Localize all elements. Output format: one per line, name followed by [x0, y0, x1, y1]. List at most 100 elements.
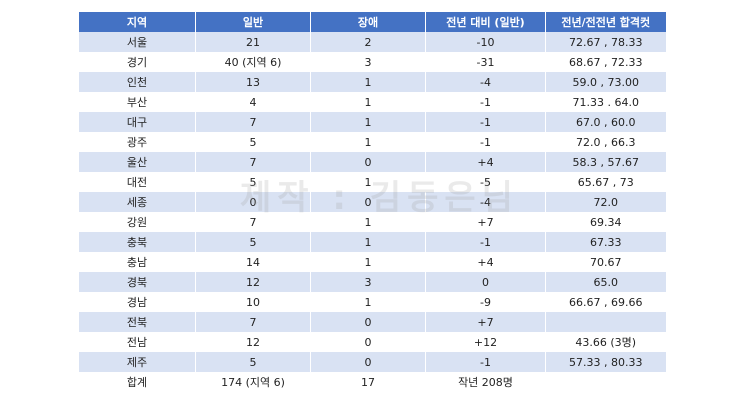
table-cell: +4: [425, 252, 546, 272]
table-cell: 59.0 , 73.00: [545, 72, 666, 92]
table-cell: 7: [195, 212, 311, 232]
table-cell: 0: [310, 152, 426, 172]
table-cell: -1: [425, 232, 546, 252]
table-cell: [545, 312, 666, 332]
table-row: 전남 12 0 +12 43.66 (3명): [78, 332, 666, 352]
table-cell: 67.0 , 60.0: [545, 112, 666, 132]
table-cell: 5: [195, 132, 311, 152]
table-cell: 0: [425, 272, 546, 292]
table-cell: 서울: [78, 32, 196, 52]
table-cell: 1: [310, 252, 426, 272]
table-cell: 71.33 . 64.0: [545, 92, 666, 112]
table-cell: 174 (지역 6): [195, 372, 311, 392]
table-cell: 13: [195, 72, 311, 92]
table-cell: 1: [310, 72, 426, 92]
table-cell: 충남: [78, 252, 196, 272]
table-row: 인천 13 1 -4 59.0 , 73.00: [78, 72, 666, 92]
table-cell: +7: [425, 312, 546, 332]
table-cell: 5: [195, 352, 311, 372]
table-row: 세종 0 0 -4 72.0: [78, 192, 666, 212]
table-cell: 7: [195, 112, 311, 132]
table-cell: 72.67 , 78.33: [545, 32, 666, 52]
table-cell: 72.0: [545, 192, 666, 212]
table-cell: 광주: [78, 132, 196, 152]
table-row: 경북 12 3 0 65.0: [78, 272, 666, 292]
table-cell: 1: [310, 92, 426, 112]
table-cell: +4: [425, 152, 546, 172]
table-body: 서울 21 2 -10 72.67 , 78.33 경기 40 (지역 6) 3 -31 68.6…: [78, 32, 666, 392]
table-cell: 5: [195, 172, 311, 192]
table-row: 충북 5 1 -1 67.33: [78, 232, 666, 252]
table-cell: -10: [425, 32, 546, 52]
table-cell: 40 (지역 6): [195, 52, 311, 72]
table-cell: [545, 372, 666, 392]
table-cell: 경기: [78, 52, 196, 72]
table-cell: -4: [425, 192, 546, 212]
table-row: 광주 5 1 -1 72.0 , 66.3: [78, 132, 666, 152]
table-cell: -5: [425, 172, 546, 192]
table-cell: -9: [425, 292, 546, 312]
table-row: 경남 10 1 -9 66.67 , 69.66: [78, 292, 666, 312]
table-cell: 10: [195, 292, 311, 312]
table-cell: 69.34: [545, 212, 666, 232]
table-cell: 5: [195, 232, 311, 252]
header-cell: 지역: [78, 12, 196, 32]
table-cell: -1: [425, 112, 546, 132]
table-cell: 합계: [78, 372, 196, 392]
table-cell: 3: [310, 52, 426, 72]
table-cell: -1: [425, 352, 546, 372]
table-cell: 70.67: [545, 252, 666, 272]
table-cell: 3: [310, 272, 426, 292]
table-cell: 58.3 , 57.67: [545, 152, 666, 172]
table-cell: 제주: [78, 352, 196, 372]
header-cell: 전년/전전년 합격컷: [545, 12, 666, 32]
table-cell: 세종: [78, 192, 196, 212]
table-row: 대전 5 1 -5 65.67 , 73: [78, 172, 666, 192]
table-cell: 경남: [78, 292, 196, 312]
table-cell: -4: [425, 72, 546, 92]
header-cell: 장애: [310, 12, 426, 32]
table-cell: 21: [195, 32, 311, 52]
table-cell: 충북: [78, 232, 196, 252]
header-row: 지역 일반 장애 전년 대비 (일반) 전년/전전년 합격컷: [78, 12, 666, 32]
table-cell: -1: [425, 92, 546, 112]
table-cell: 12: [195, 332, 311, 352]
table-cell: 1: [310, 172, 426, 192]
table-cell: 7: [195, 152, 311, 172]
table-cell: 17: [310, 372, 426, 392]
table-cell: 인천: [78, 72, 196, 92]
table-cell: +12: [425, 332, 546, 352]
header-cell: 전년 대비 (일반): [425, 12, 546, 32]
table-cell: 1: [310, 292, 426, 312]
table-cell: 0: [310, 192, 426, 212]
table-cell: 대전: [78, 172, 196, 192]
table-cell: 전남: [78, 332, 196, 352]
table-cell: 1: [310, 112, 426, 132]
table-cell: 65.0: [545, 272, 666, 292]
table-cell: 1: [310, 132, 426, 152]
table-cell: 0: [195, 192, 311, 212]
table-cell: 울산: [78, 152, 196, 172]
table-row: 부산 4 1 -1 71.33 . 64.0: [78, 92, 666, 112]
table-cell: 14: [195, 252, 311, 272]
header-cell: 일반: [195, 12, 311, 32]
table-cell: 12: [195, 272, 311, 292]
table-cell: 1: [310, 212, 426, 232]
table-cell: 작년 208명: [425, 372, 546, 392]
table-cell: 0: [310, 352, 426, 372]
table-cell: -1: [425, 132, 546, 152]
table-cell: 43.66 (3명): [545, 332, 666, 352]
table-row: 울산 7 0 +4 58.3 , 57.67: [78, 152, 666, 172]
table: 지역 일반 장애 전년 대비 (일반) 전년/전전년 합격컷 서울 21 2 -10 72.67…: [78, 12, 666, 392]
table-cell: 66.67 , 69.66: [545, 292, 666, 312]
table-cell: 65.67 , 73: [545, 172, 666, 192]
table-cell: 0: [310, 332, 426, 352]
table-cell: +7: [425, 212, 546, 232]
table-cell: 7: [195, 312, 311, 332]
table-cell: 0: [310, 312, 426, 332]
table-row: 경기 40 (지역 6) 3 -31 68.67 , 72.33: [78, 52, 666, 72]
table-cell: 4: [195, 92, 311, 112]
table-cell: 전북: [78, 312, 196, 332]
table-cell: 경북: [78, 272, 196, 292]
table-row: 충남 14 1 +4 70.67: [78, 252, 666, 272]
